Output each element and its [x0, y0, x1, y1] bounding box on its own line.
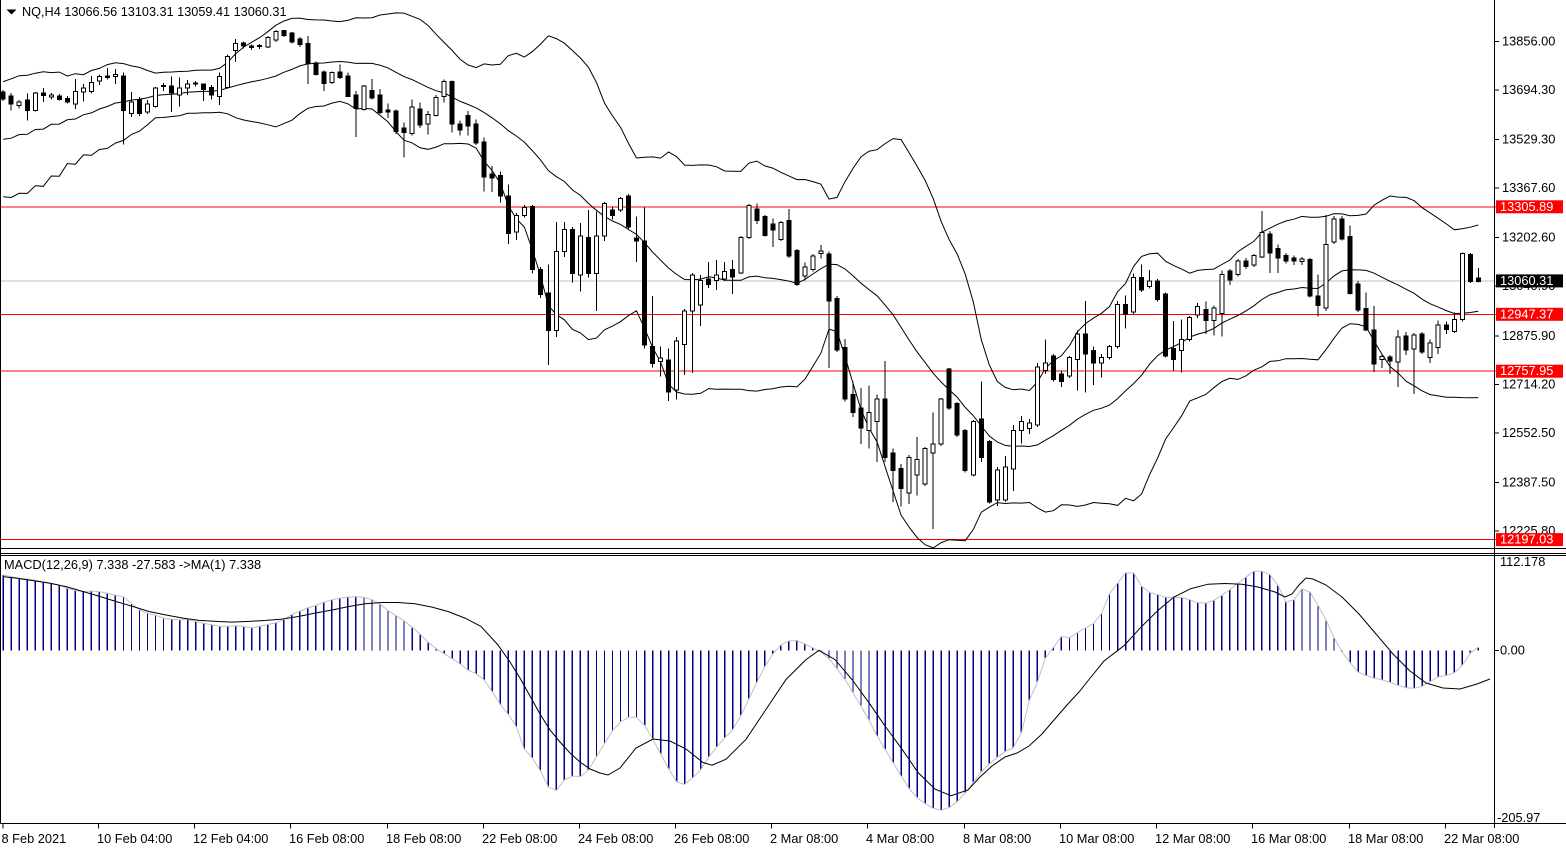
- svg-text:16 Mar 08:00: 16 Mar 08:00: [1251, 831, 1326, 846]
- svg-text:22 Mar 08:00: 22 Mar 08:00: [1444, 831, 1519, 846]
- svg-text:13305.89: 13305.89: [1500, 199, 1553, 214]
- svg-text:4 Mar 08:00: 4 Mar 08:00: [866, 831, 934, 846]
- svg-text:2 Mar 08:00: 2 Mar 08:00: [770, 831, 838, 846]
- svg-text:13529.30: 13529.30: [1502, 132, 1555, 147]
- svg-text:112.178: 112.178: [1500, 554, 1545, 569]
- svg-text:10 Mar 08:00: 10 Mar 08:00: [1059, 831, 1134, 846]
- svg-text:12757.95: 12757.95: [1500, 363, 1553, 378]
- svg-text:MACD(12,26,9) 7.338 -27.583 -: MACD(12,26,9) 7.338 -27.583 ->MA(1) 7.33…: [4, 557, 261, 572]
- svg-text:22 Feb 08:00: 22 Feb 08:00: [482, 831, 557, 846]
- svg-text:8 Mar 08:00: 8 Mar 08:00: [963, 831, 1031, 846]
- svg-text:12387.50: 12387.50: [1502, 474, 1555, 489]
- svg-text:12 Feb 04:00: 12 Feb 04:00: [193, 831, 268, 846]
- svg-text:NQ,H4 13066.56 13103.31 13059: NQ,H4 13066.56 13103.31 13059.41 13060.3…: [22, 5, 287, 19]
- svg-text:13060.31: 13060.31: [1500, 273, 1553, 288]
- svg-text:13694.30: 13694.30: [1502, 82, 1555, 97]
- svg-text:8 Feb 2021: 8 Feb 2021: [2, 831, 67, 846]
- svg-text:26 Feb 08:00: 26 Feb 08:00: [674, 831, 749, 846]
- svg-text:13367.60: 13367.60: [1502, 180, 1555, 195]
- svg-text:-205.97: -205.97: [1497, 810, 1540, 825]
- svg-text:12197.03: 12197.03: [1500, 532, 1553, 547]
- svg-text:12947.37: 12947.37: [1500, 306, 1553, 321]
- svg-text:24 Feb 08:00: 24 Feb 08:00: [578, 831, 653, 846]
- svg-text:12552.50: 12552.50: [1502, 425, 1555, 440]
- svg-text:0.00: 0.00: [1500, 643, 1525, 658]
- svg-text:16 Feb 08:00: 16 Feb 08:00: [289, 831, 364, 846]
- svg-text:18 Feb 08:00: 18 Feb 08:00: [386, 831, 461, 846]
- svg-text:13202.60: 13202.60: [1502, 230, 1555, 245]
- svg-text:18 Mar 08:00: 18 Mar 08:00: [1348, 831, 1423, 846]
- svg-text:13856.00: 13856.00: [1502, 34, 1555, 49]
- svg-text:12875.90: 12875.90: [1502, 328, 1555, 343]
- svg-text:12 Mar 08:00: 12 Mar 08:00: [1155, 831, 1230, 846]
- svg-text:12714.20: 12714.20: [1502, 376, 1555, 391]
- svg-text:10 Feb 04:00: 10 Feb 04:00: [97, 831, 172, 846]
